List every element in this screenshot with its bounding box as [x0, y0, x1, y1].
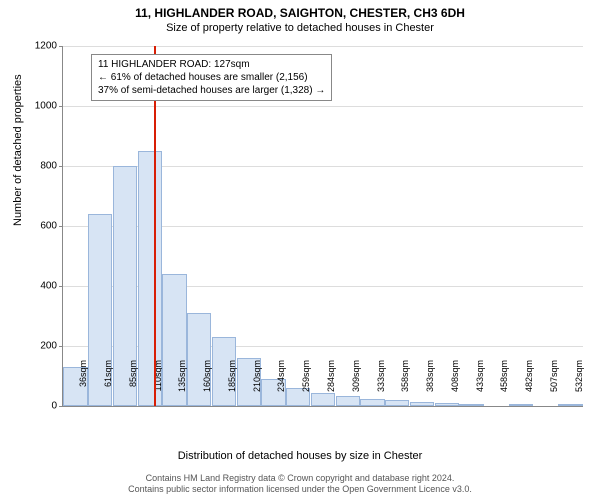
- y-axis-label: Number of detached properties: [12, 74, 24, 226]
- x-tick-label: 210sqm: [252, 360, 262, 410]
- x-tick-label: 185sqm: [227, 360, 237, 410]
- x-tick-label: 234sqm: [276, 360, 286, 410]
- x-tick-label: 284sqm: [326, 360, 336, 410]
- x-tick-label: 458sqm: [499, 360, 509, 410]
- x-tick-label: 135sqm: [177, 360, 187, 410]
- y-tick-mark: [59, 226, 63, 227]
- annotation-line: 11 HIGHLANDER ROAD: 127sqm: [98, 58, 325, 71]
- x-axis-label: Distribution of detached houses by size …: [0, 450, 600, 462]
- x-tick-label: 507sqm: [549, 360, 559, 410]
- chart-title-sub: Size of property relative to detached ho…: [0, 20, 600, 34]
- y-tick-mark: [59, 46, 63, 47]
- y-tick-label: 200: [17, 341, 57, 352]
- x-tick-label: 433sqm: [475, 360, 485, 410]
- x-tick-label: 160sqm: [202, 360, 212, 410]
- annotation-line: 37% of semi-detached houses are larger (…: [98, 84, 325, 97]
- y-tick-label: 1200: [17, 41, 57, 52]
- x-tick-label: 36sqm: [78, 360, 88, 410]
- y-tick-label: 1000: [17, 101, 57, 112]
- y-tick-mark: [59, 106, 63, 107]
- footer-line-1: Contains HM Land Registry data © Crown c…: [0, 473, 600, 485]
- chart-title-main: 11, HIGHLANDER ROAD, SAIGHTON, CHESTER, …: [0, 0, 600, 20]
- y-tick-label: 400: [17, 281, 57, 292]
- footer-line-2: Contains public sector information licen…: [0, 484, 600, 496]
- y-tick-label: 800: [17, 161, 57, 172]
- x-tick-label: 408sqm: [450, 360, 460, 410]
- x-tick-label: 259sqm: [301, 360, 311, 410]
- x-tick-label: 482sqm: [524, 360, 534, 410]
- annotation-box: 11 HIGHLANDER ROAD: 127sqm← 61% of detac…: [91, 54, 332, 101]
- y-tick-label: 600: [17, 221, 57, 232]
- chart-area: 02004006008001000120036sqm61sqm85sqm110s…: [62, 46, 582, 406]
- x-tick-label: 309sqm: [351, 360, 361, 410]
- annotation-line: ← 61% of detached houses are smaller (2,…: [98, 71, 325, 84]
- gridline: [63, 106, 583, 107]
- y-tick-mark: [59, 406, 63, 407]
- x-tick-label: 61sqm: [103, 360, 113, 410]
- footer-attribution: Contains HM Land Registry data © Crown c…: [0, 473, 600, 496]
- y-tick-mark: [59, 286, 63, 287]
- gridline: [63, 46, 583, 47]
- y-tick-mark: [59, 346, 63, 347]
- x-tick-label: 358sqm: [400, 360, 410, 410]
- x-tick-label: 85sqm: [128, 360, 138, 410]
- x-tick-label: 383sqm: [425, 360, 435, 410]
- x-tick-label: 532sqm: [574, 360, 584, 410]
- y-tick-label: 0: [17, 401, 57, 412]
- x-tick-label: 333sqm: [376, 360, 386, 410]
- plot-region: 02004006008001000120036sqm61sqm85sqm110s…: [62, 46, 583, 407]
- y-tick-mark: [59, 166, 63, 167]
